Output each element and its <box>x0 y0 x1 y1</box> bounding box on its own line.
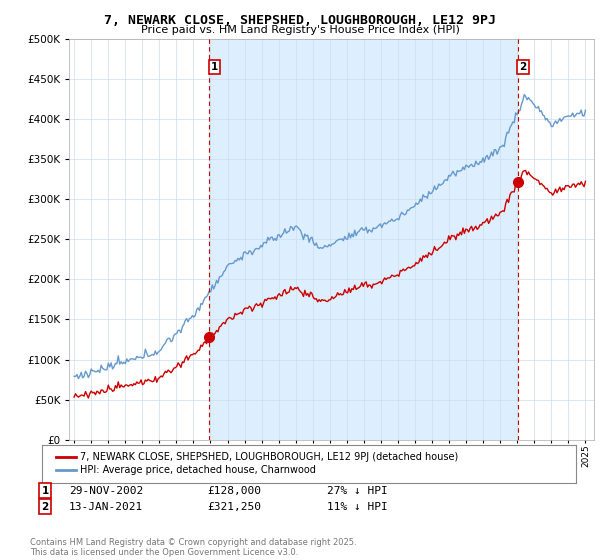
Text: 7, NEWARK CLOSE, SHEPSHED, LOUGHBOROUGH, LE12 9PJ: 7, NEWARK CLOSE, SHEPSHED, LOUGHBOROUGH,… <box>104 14 496 27</box>
Text: 11% ↓ HPI: 11% ↓ HPI <box>327 502 388 512</box>
Text: 29-NOV-2002: 29-NOV-2002 <box>69 486 143 496</box>
Legend: 7, NEWARK CLOSE, SHEPSHED, LOUGHBOROUGH, LE12 9PJ (detached house), HPI: Average: 7, NEWARK CLOSE, SHEPSHED, LOUGHBOROUGH,… <box>52 449 463 479</box>
Text: 27% ↓ HPI: 27% ↓ HPI <box>327 486 388 496</box>
Text: 2: 2 <box>41 502 49 512</box>
Text: £128,000: £128,000 <box>207 486 261 496</box>
Text: 1: 1 <box>211 62 218 72</box>
Text: £321,250: £321,250 <box>207 502 261 512</box>
Bar <box>209 39 518 440</box>
Text: 1: 1 <box>41 486 49 496</box>
Text: Price paid vs. HM Land Registry's House Price Index (HPI): Price paid vs. HM Land Registry's House … <box>140 25 460 35</box>
Text: 2: 2 <box>520 62 527 72</box>
Text: Contains HM Land Registry data © Crown copyright and database right 2025.
This d: Contains HM Land Registry data © Crown c… <box>30 538 356 557</box>
Text: 13-JAN-2021: 13-JAN-2021 <box>69 502 143 512</box>
